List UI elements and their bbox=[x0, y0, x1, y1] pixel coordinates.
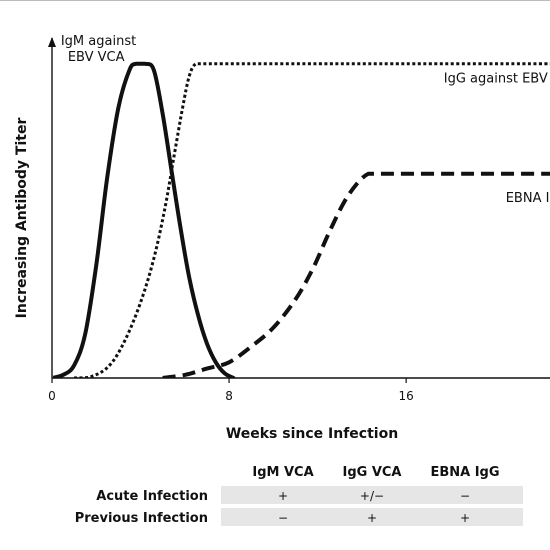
annotation-line: IgM against bbox=[61, 34, 136, 49]
serology-table: IgM VCA IgG VCA EBNA IgG Acute Infection + +/… bbox=[75, 465, 523, 526]
table-cell: − bbox=[278, 511, 288, 525]
table-cell: +/− bbox=[360, 489, 384, 503]
table-cell: + bbox=[460, 511, 470, 525]
series-line-ebna-igg bbox=[162, 171, 550, 378]
table-column-header: IgG VCA bbox=[342, 465, 401, 480]
plot-area: 0 8 16 Weeks since Infection Increasing Anti… bbox=[0, 0, 550, 442]
annotation-line: EBV VCA bbox=[68, 50, 125, 65]
series-line-igg-against-ebv-vca bbox=[73, 62, 550, 378]
y-axis-title: Increasing Antibody Titer bbox=[14, 118, 30, 319]
series-group bbox=[53, 61, 550, 378]
y-axis-arrowhead bbox=[48, 37, 56, 47]
annotation-igm: IgM against EBV VCA bbox=[61, 34, 136, 65]
table-column-header: IgM VCA bbox=[252, 465, 313, 480]
table-column-header: EBNA IgG bbox=[430, 465, 499, 480]
table-cell: − bbox=[460, 489, 470, 503]
annotation-igg: IgG against EBV bbox=[444, 72, 548, 87]
x-tick-label: 8 bbox=[225, 389, 233, 403]
table-row-shading bbox=[221, 508, 523, 526]
annotation-line: IgG against EBV bbox=[444, 72, 548, 87]
annotation-line: EBNA I bbox=[506, 191, 550, 206]
table-cell: + bbox=[367, 511, 377, 525]
series-line-igm-against-ebv-vca bbox=[53, 61, 236, 378]
x-axis-title: Weeks since Infection bbox=[226, 426, 398, 442]
table-row-label: Previous Infection bbox=[75, 511, 208, 526]
table-row-shading bbox=[221, 486, 523, 504]
x-tick-label: 16 bbox=[398, 389, 413, 403]
x-tick-label: 0 bbox=[48, 389, 56, 403]
table-cell: + bbox=[278, 489, 288, 503]
table-row-label: Acute Infection bbox=[96, 489, 208, 504]
annotation-ebna: EBNA I bbox=[506, 191, 550, 206]
